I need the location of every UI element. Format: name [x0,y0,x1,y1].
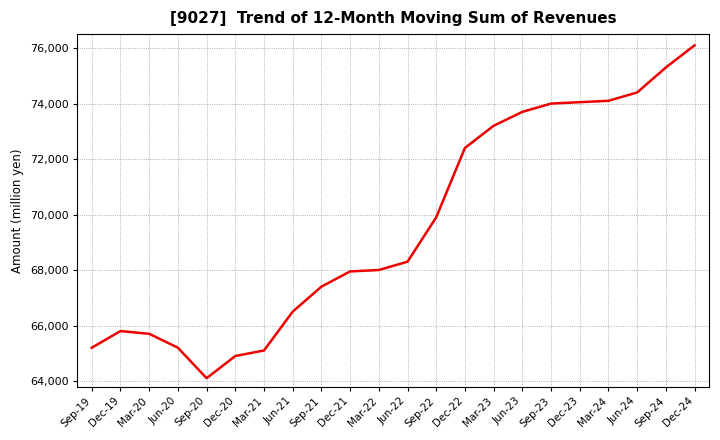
Y-axis label: Amount (million yen): Amount (million yen) [11,148,24,273]
Title: [9027]  Trend of 12-Month Moving Sum of Revenues: [9027] Trend of 12-Month Moving Sum of R… [170,11,616,26]
